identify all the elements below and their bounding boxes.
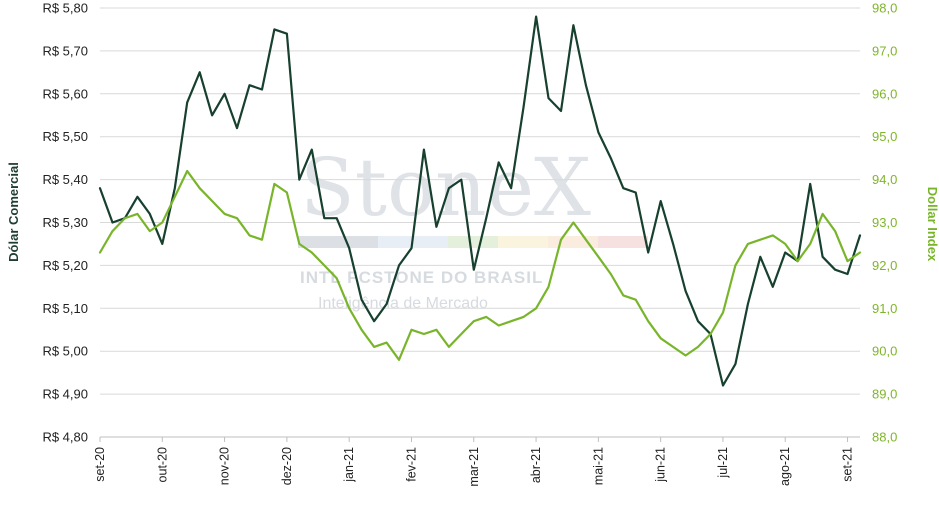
left-tick-label: R$ 5,50 <box>42 129 88 144</box>
right-tick-label: 98,0 <box>872 1 897 16</box>
x-tick-label: mai-21 <box>591 447 605 485</box>
right-tick-label: 97,0 <box>872 43 897 58</box>
x-tick-label: nov-20 <box>218 447 232 485</box>
left-tick-label: R$ 5,10 <box>42 301 88 316</box>
left-tick-label: R$ 5,80 <box>42 1 88 16</box>
left-tick-label: R$ 5,40 <box>42 172 88 187</box>
x-tick-label: mar-21 <box>467 447 481 487</box>
x-tick-label: set-21 <box>841 447 855 482</box>
x-tick-label: fev-21 <box>404 447 418 482</box>
watermark-bar-1 <box>298 236 378 248</box>
right-tick-label: 89,0 <box>872 387 897 402</box>
x-tick-label: out-20 <box>155 447 169 482</box>
left-tick-label: R$ 5,70 <box>42 43 88 58</box>
watermark-line1: INTL FCSTONE DO BRASIL <box>300 268 543 287</box>
gridlines <box>100 7 860 438</box>
x-tick-label: jul-21 <box>716 447 730 479</box>
right-tick-label: 90,0 <box>872 344 897 359</box>
x-tick-label: jan-21 <box>342 447 356 483</box>
x-tick-label: jun-21 <box>654 447 668 483</box>
left-tick-label: R$ 5,00 <box>42 344 88 359</box>
watermark-bar-4 <box>498 236 548 248</box>
watermark-line2: Inteligência de Mercado <box>318 295 488 312</box>
right-tick-label: 88,0 <box>872 430 897 445</box>
right-tick-label: 94,0 <box>872 172 897 187</box>
right-tick-label: 95,0 <box>872 129 897 144</box>
dollar-index-line <box>98 169 862 361</box>
watermark-bar-6 <box>598 236 648 248</box>
left-tick-label: R$ 4,80 <box>42 430 88 445</box>
left-tick-label: R$ 4,90 <box>42 387 88 402</box>
axes: R$ 4,80 88,0 R$ 4,90 89,0 R$ 5,00 90,0 R$ 5,10… <box>42 1 897 487</box>
stonex-watermark: StoneX INTL FCSTONE DO BRASIL Inteligênc… <box>298 141 648 312</box>
x-tick-label: set-20 <box>93 447 107 482</box>
right-tick-label: 92,0 <box>872 258 897 273</box>
watermark-brand: StoneX <box>300 141 591 234</box>
right-tick-label: 96,0 <box>872 86 897 101</box>
x-tick-label: abr-21 <box>529 447 543 483</box>
right-tick-label: 93,0 <box>872 215 897 230</box>
left-tick-label: R$ 5,60 <box>42 86 88 101</box>
right-tick-label: 91,0 <box>872 301 897 316</box>
watermark-bar-3 <box>448 236 498 248</box>
x-tick-label: dez-20 <box>280 447 294 485</box>
left-axis-title: Dólar Comercial <box>6 162 21 262</box>
left-tick-label: R$ 5,20 <box>42 258 88 273</box>
left-tick-label: R$ 5,30 <box>42 215 88 230</box>
x-tick-label: ago-21 <box>778 447 792 486</box>
dolar-comercial-line <box>98 15 862 387</box>
series-lines <box>98 15 862 387</box>
right-axis-title: Dollar Index <box>925 187 939 262</box>
